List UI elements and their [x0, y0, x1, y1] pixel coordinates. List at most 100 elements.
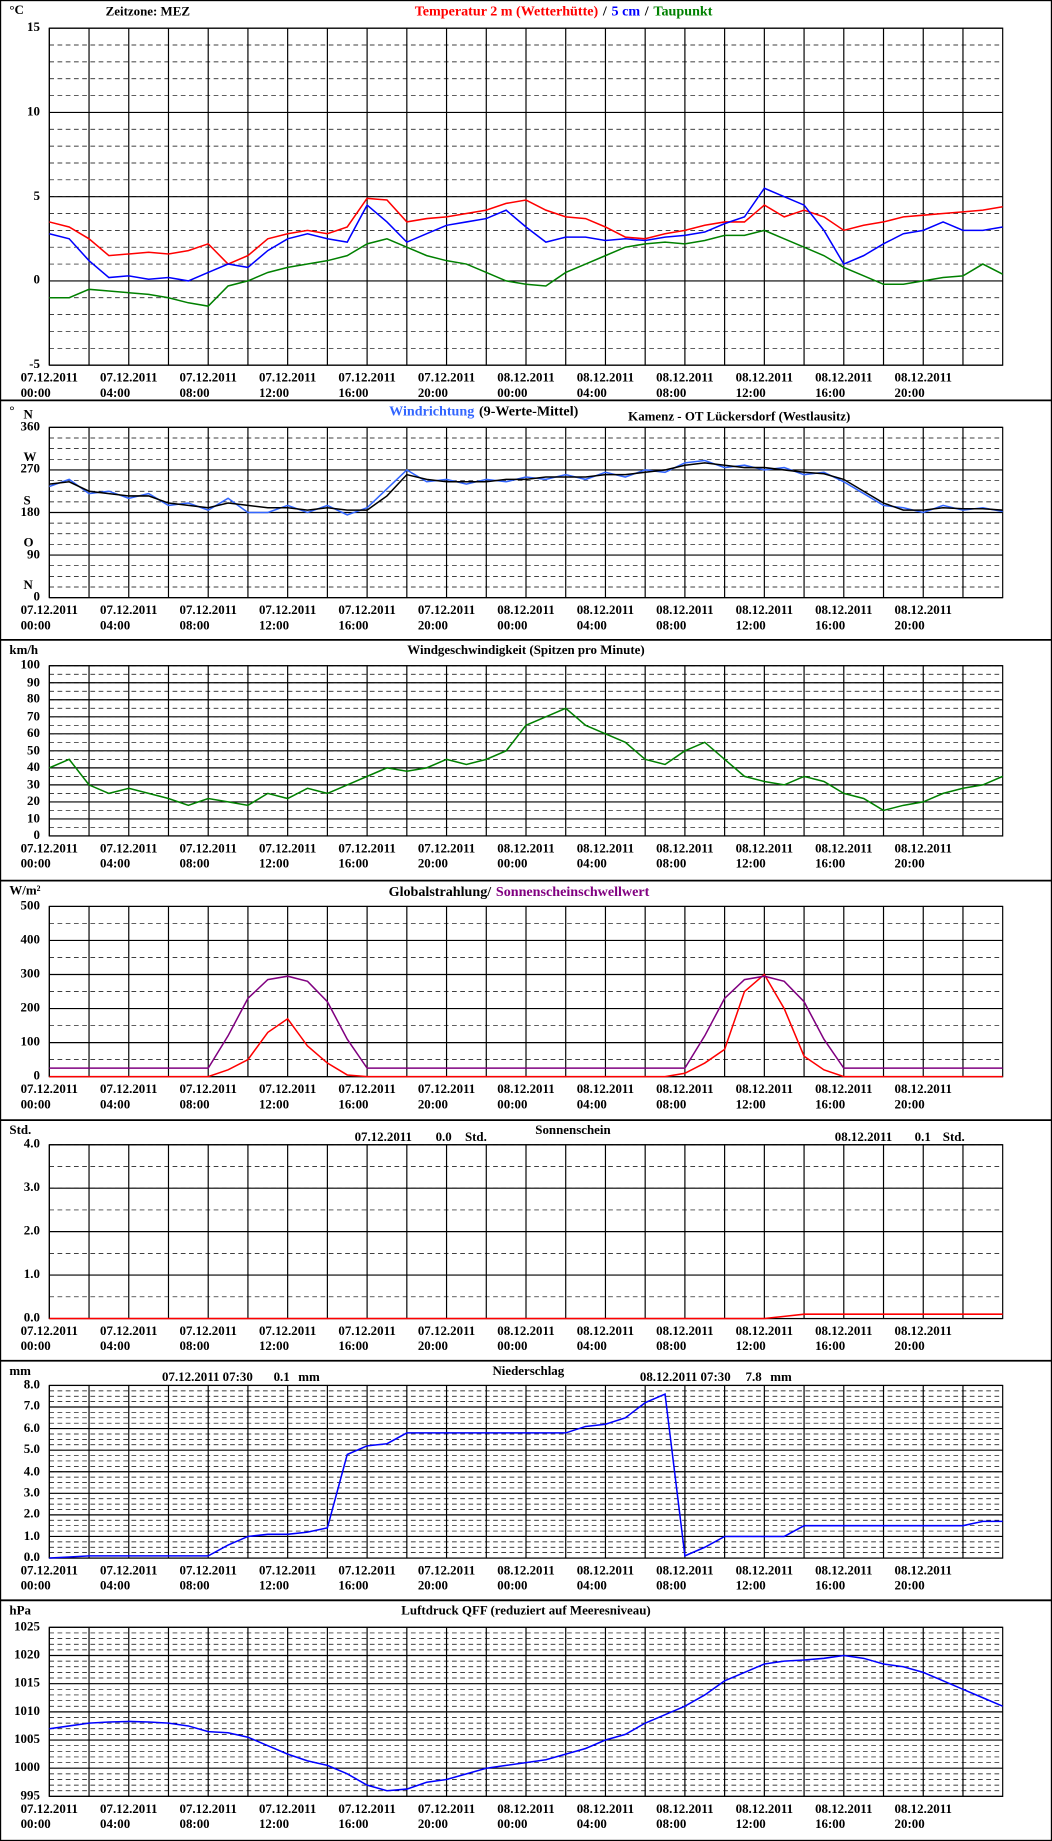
y-tick-label: 15 — [27, 20, 40, 35]
series-line — [49, 229, 1004, 307]
x-tick-label: 08.12.2011 08:00 — [656, 603, 714, 633]
y-tick-label: 20 — [27, 794, 40, 809]
x-tick-label: 07.12.2011 08:00 — [179, 1082, 237, 1112]
y-tick-label: 1000 — [14, 1760, 40, 1775]
series-line — [49, 973, 1003, 1078]
y-tick-label: 3.0 — [23, 1485, 40, 1500]
compass-label: O — [23, 535, 34, 550]
annotation: mm — [770, 1370, 792, 1385]
y-tick-label: 0.0 — [23, 1310, 40, 1325]
unit-label: Std. — [9, 1123, 32, 1138]
y-tick-label: 4.0 — [23, 1464, 40, 1479]
unit-label: mm — [9, 1364, 31, 1379]
annotation: 7.8 — [745, 1370, 762, 1385]
y-tick-label: 1.0 — [23, 1528, 40, 1543]
legend: Globalstrahlung/Sonnenscheinschwellwert — [389, 884, 650, 899]
x-tick-label: 07.12.2011 16:00 — [338, 1563, 396, 1594]
x-tick-label: 08.12.2011 16:00 — [815, 1324, 873, 1354]
y-tick-label: 5.0 — [23, 1442, 40, 1457]
y-tick-label: 180 — [20, 504, 40, 519]
plot-frame — [48, 1384, 1004, 1559]
series-line — [49, 462, 1003, 511]
x-tick-label: 08.12.2011 12:00 — [735, 1082, 794, 1112]
y-tick-label: -5 — [29, 357, 40, 372]
x-tick-label: 08.12.2011 20:00 — [894, 371, 952, 401]
x-tick-label: 07.12.2011 04:00 — [100, 841, 158, 872]
y-tick-label: 5 — [33, 189, 40, 204]
x-tick-label: 07.12.2011 08:00 — [179, 1563, 237, 1594]
x-tick-label: 08.12.2011 20:00 — [894, 1802, 952, 1832]
x-tick-label: 07.12.2011 12:00 — [258, 371, 317, 401]
x-tick-label: 07.12.2011 20:00 — [417, 1324, 476, 1354]
y-tick-label: 40 — [27, 760, 40, 775]
annotation: 0.0 — [435, 1130, 452, 1145]
x-tick-label: 07.12.2011 20:00 — [417, 603, 476, 633]
legend: Windrichtung (9-Werte-Mittel) — [389, 402, 579, 420]
plot-frame — [48, 1626, 1004, 1797]
unit-label: W/m² — [9, 884, 41, 899]
y-tick-label: 7.0 — [23, 1399, 40, 1414]
x-tick-label: 07.12.2011 08:00 — [179, 1324, 237, 1354]
x-tick-label: 08.12.2011 08:00 — [656, 841, 714, 872]
annotation: 07.12.2011 07:30 — [162, 1370, 253, 1385]
x-tick-label: 07.12.2011 00:00 — [20, 1082, 79, 1112]
legend-separator: / — [602, 2, 607, 19]
x-tick-label: 08.12.2011 16:00 — [815, 1082, 873, 1112]
x-tick-label: 08.12.2011 12:00 — [735, 841, 794, 872]
annotation: Std. — [464, 1130, 487, 1145]
y-tick-label: 10 — [27, 811, 40, 826]
x-tick-label: 08.12.2011 00:00 — [497, 1082, 555, 1112]
y-tick-label: 2.0 — [23, 1224, 40, 1239]
y-tick-label: 6.0 — [23, 1420, 40, 1436]
x-tick-label: 08.12.2011 16:00 — [815, 603, 873, 633]
y-tick-label: 2.0 — [23, 1507, 40, 1522]
x-tick-label: 08.12.2011 12:00 — [735, 1802, 794, 1832]
series-line — [49, 707, 1003, 812]
series-line — [49, 975, 1003, 1069]
legend-entry: (9-Werte-Mittel) — [478, 402, 579, 420]
x-tick-label: 07.12.2011 12:00 — [258, 1082, 317, 1112]
x-tick-label: 07.12.2011 20:00 — [417, 1802, 476, 1832]
annotation: 08.12.2011 — [834, 1130, 893, 1145]
x-tick-label: 08.12.2011 16:00 — [815, 841, 873, 872]
legend-entry: Sonnenscheinschwellwert — [495, 882, 650, 900]
x-tick-label: 08.12.2011 08:00 — [656, 1324, 714, 1354]
x-tick-label: 08.12.2011 04:00 — [576, 1082, 635, 1112]
x-tick-label: 08.12.2011 08:00 — [656, 1802, 714, 1832]
plot-frame — [48, 27, 1004, 366]
x-tick-label: 08.12.2011 04:00 — [576, 371, 635, 401]
x-tick-label: 07.12.2011 04:00 — [100, 1082, 158, 1112]
x-tick-label: 08.12.2011 12:00 — [735, 1563, 794, 1594]
unit-label: hPa — [9, 1603, 31, 1618]
x-tick-label: 08.12.2011 08:00 — [656, 371, 714, 401]
y-tick-label: 80 — [27, 692, 40, 707]
x-tick-label: 07.12.2011 08:00 — [179, 603, 237, 633]
y-tick-label: 3.0 — [23, 1180, 40, 1195]
x-tick-label: 08.12.2011 00:00 — [497, 1563, 555, 1594]
x-tick-label: 07.12.2011 16:00 — [338, 841, 396, 872]
y-tick-label: 100 — [20, 1034, 40, 1050]
unit-label: °C — [9, 3, 24, 18]
x-tick-label: 08.12.2011 04:00 — [576, 841, 635, 872]
y-tick-label: 360 — [20, 419, 40, 434]
compass-label: N — [23, 578, 33, 593]
y-tick-label: 1005 — [14, 1732, 40, 1747]
plot-frame — [48, 665, 1004, 837]
x-tick-label: 07.12.2011 00:00 — [20, 1324, 79, 1354]
unit-label: km/h — [9, 643, 39, 658]
x-tick-label: 08.12.2011 08:00 — [656, 1082, 714, 1112]
y-tick-label: 30 — [27, 777, 40, 792]
chart-title: Windgeschwindigkeit (Spitzen pro Minute) — [407, 643, 645, 658]
x-tick-label: 08.12.2011 04:00 — [576, 603, 635, 633]
x-tick-label: 08.12.2011 00:00 — [497, 1802, 555, 1832]
y-tick-label: 0.0 — [23, 1550, 40, 1565]
unit-label: ° — [9, 403, 15, 418]
x-tick-label: 08.12.2011 16:00 — [815, 371, 873, 401]
x-tick-label: 07.12.2011 08:00 — [179, 1802, 237, 1832]
x-tick-label: 07.12.2011 00:00 — [20, 371, 79, 401]
x-tick-label: 07.12.2011 12:00 — [258, 1802, 317, 1832]
y-tick-label: 50 — [27, 743, 40, 758]
x-tick-label: 07.12.2011 16:00 — [338, 1324, 396, 1354]
y-tick-label: 0 — [33, 828, 40, 843]
